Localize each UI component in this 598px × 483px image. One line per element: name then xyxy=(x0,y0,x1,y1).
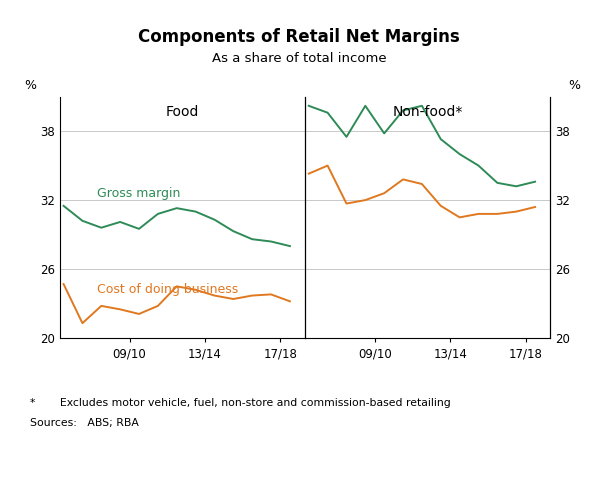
Text: Gross margin: Gross margin xyxy=(97,187,180,199)
Text: As a share of total income: As a share of total income xyxy=(212,52,386,65)
Text: %: % xyxy=(569,79,581,92)
Text: Cost of doing business: Cost of doing business xyxy=(97,284,238,296)
Text: Sources:   ABS; RBA: Sources: ABS; RBA xyxy=(30,418,139,428)
Text: Food: Food xyxy=(166,105,199,119)
Text: *       Excludes motor vehicle, fuel, non-store and commission-based retailing: * Excludes motor vehicle, fuel, non-stor… xyxy=(30,398,451,409)
Text: %: % xyxy=(25,79,36,92)
Text: Components of Retail Net Margins: Components of Retail Net Margins xyxy=(138,28,460,46)
Text: Non-food*: Non-food* xyxy=(392,105,463,119)
